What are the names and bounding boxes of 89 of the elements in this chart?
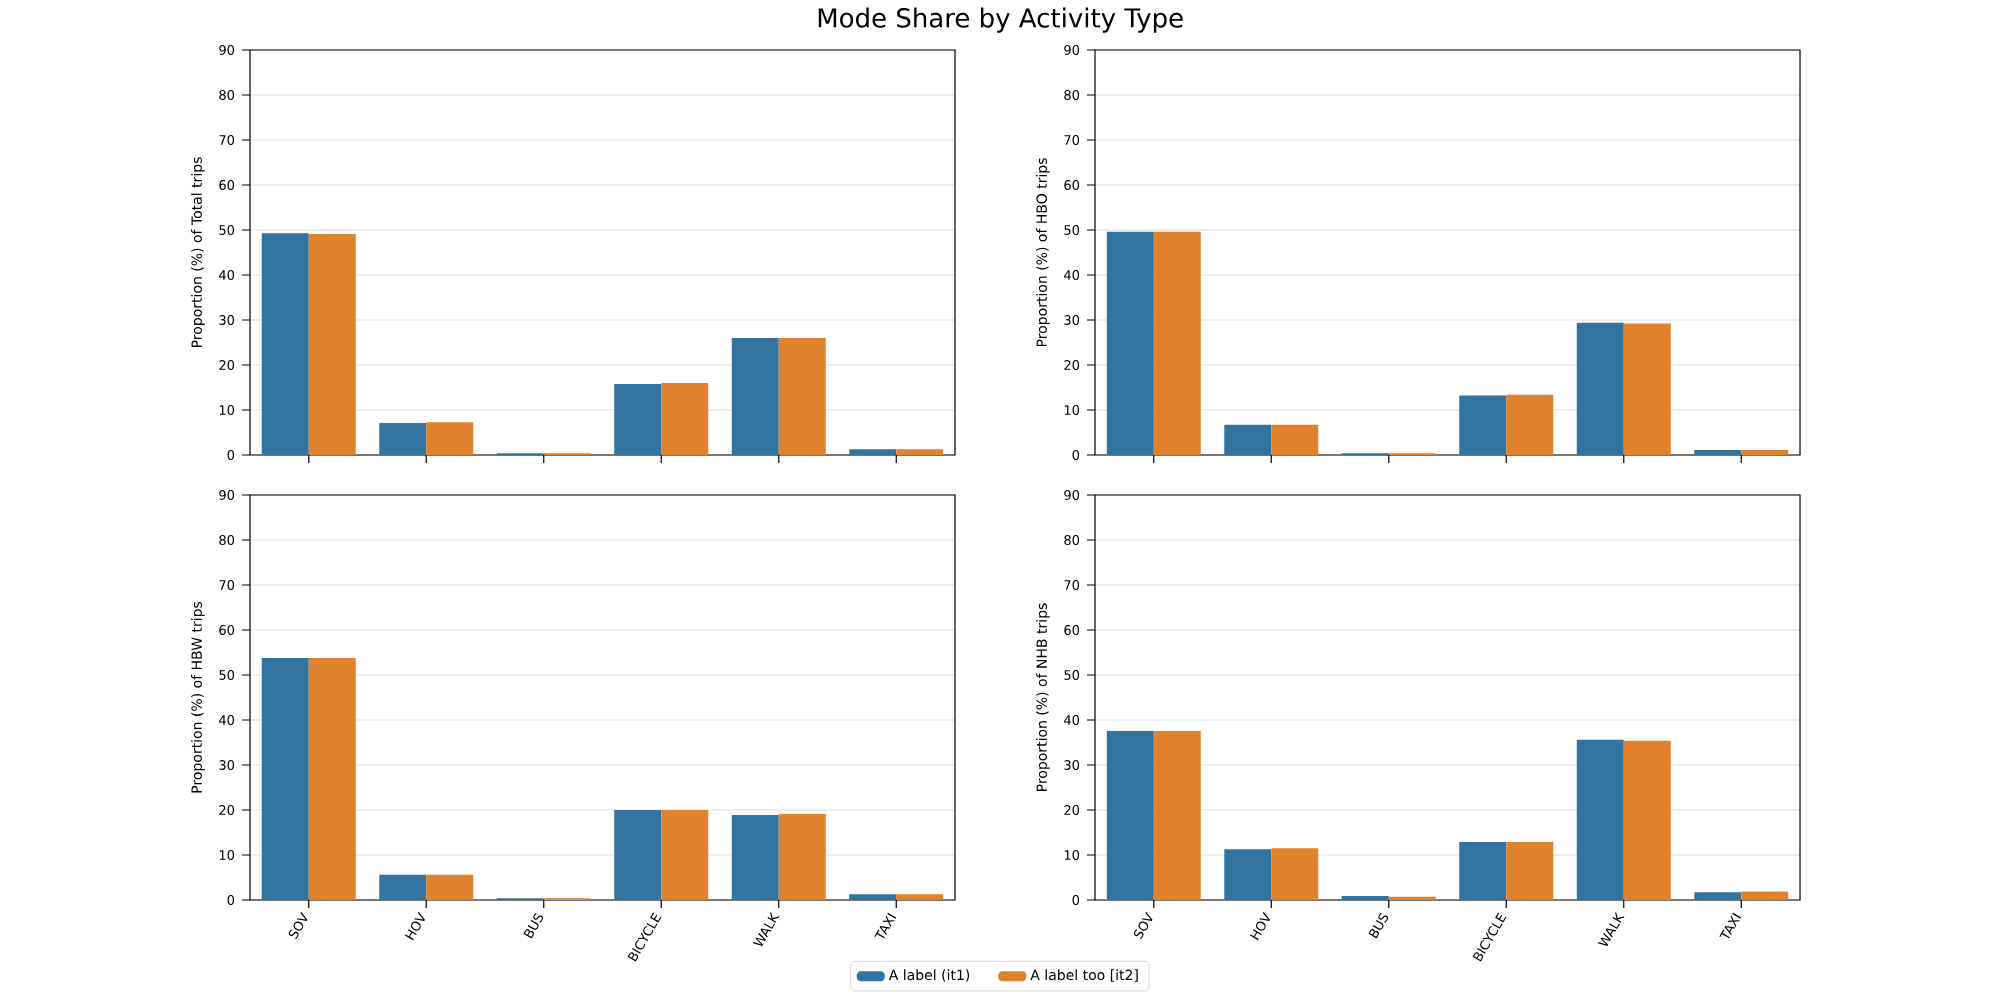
- bar: [1224, 424, 1272, 455]
- bar: [849, 449, 897, 455]
- bar: [731, 337, 779, 455]
- bar: [1459, 841, 1507, 900]
- bar: [261, 657, 309, 900]
- y-tick-label: 70: [1064, 580, 1080, 590]
- y-tick-label: 80: [1064, 90, 1080, 100]
- bar: [1741, 450, 1789, 455]
- bar: [426, 422, 474, 455]
- bar: [1153, 231, 1201, 455]
- y-tick-label: 40: [219, 715, 235, 725]
- bar: [308, 234, 356, 455]
- bar: [1623, 740, 1671, 900]
- y-tick-label: 10: [219, 850, 235, 860]
- y-tick-label: 90: [219, 45, 235, 55]
- bar: [1576, 739, 1624, 900]
- y-tick-label: 60: [1064, 625, 1080, 635]
- bar: [1106, 231, 1154, 455]
- y-tick-label: 80: [219, 535, 235, 545]
- bar: [849, 894, 897, 900]
- y-tick-label: 30: [1064, 315, 1080, 325]
- y-tick-label: 10: [1064, 405, 1080, 415]
- bar: [308, 657, 356, 900]
- y-tick-label: 70: [219, 135, 235, 145]
- bar: [731, 814, 779, 900]
- y-tick-label: 30: [219, 760, 235, 770]
- y-tick-label: 50: [1064, 225, 1080, 235]
- y-tick-label: 90: [1064, 490, 1080, 500]
- bar: [661, 382, 709, 455]
- legend-label: A label too [it2]: [1030, 969, 1138, 982]
- y-tick-label: 40: [219, 270, 235, 280]
- y-tick-label: 80: [219, 90, 235, 100]
- y-tick-label: 0: [227, 895, 235, 905]
- y-tick-label: 60: [219, 625, 235, 635]
- y-tick-label: 40: [1064, 270, 1080, 280]
- y-tick-label: 0: [227, 450, 235, 460]
- bar: [778, 337, 826, 455]
- y-tick-label: 50: [1064, 670, 1080, 680]
- y-tick-label: 0: [1072, 895, 1080, 905]
- y-tick-label: 70: [219, 580, 235, 590]
- y-tick-label: 90: [1064, 45, 1080, 55]
- bar: [1153, 730, 1201, 900]
- bar: [1623, 323, 1671, 455]
- bar: [1694, 892, 1742, 900]
- y-axis-title: Proportion (%) of HBW trips: [191, 601, 205, 793]
- y-axis-title: Proportion (%) of HBO trips: [1036, 158, 1050, 347]
- bar: [896, 894, 944, 900]
- bar: [1741, 891, 1789, 900]
- y-tick-label: 60: [219, 180, 235, 190]
- y-tick-label: 20: [1064, 360, 1080, 370]
- y-tick-label: 20: [219, 805, 235, 815]
- bar: [896, 449, 944, 455]
- bar: [1271, 848, 1319, 900]
- bar: [1506, 841, 1554, 900]
- y-tick-label: 50: [219, 225, 235, 235]
- bar: [614, 810, 662, 900]
- y-tick-label: 10: [219, 405, 235, 415]
- bar: [1224, 849, 1272, 900]
- y-tick-label: 20: [219, 360, 235, 370]
- y-tick-label: 10: [1064, 850, 1080, 860]
- y-tick-label: 70: [1064, 135, 1080, 145]
- y-tick-label: 80: [1064, 535, 1080, 545]
- y-tick-label: 20: [1064, 805, 1080, 815]
- bar: [1506, 394, 1554, 455]
- bar: [1106, 730, 1154, 900]
- y-tick-label: 30: [1064, 760, 1080, 770]
- y-tick-label: 90: [219, 490, 235, 500]
- bar: [1271, 424, 1319, 455]
- bar: [426, 874, 474, 900]
- y-tick-label: 60: [1064, 180, 1080, 190]
- y-axis-title: Proportion (%) of Total trips: [191, 157, 205, 347]
- bar: [379, 423, 427, 455]
- bar: [1459, 395, 1507, 455]
- bar: [614, 383, 662, 455]
- bar: [1341, 895, 1389, 900]
- bar: [1694, 450, 1742, 455]
- y-tick-label: 40: [1064, 715, 1080, 725]
- bar: [1388, 896, 1436, 900]
- bar: [379, 874, 427, 900]
- chart-title: Mode Share by Activity Type: [818, 7, 1183, 33]
- bar: [261, 233, 309, 455]
- y-tick-label: 50: [219, 670, 235, 680]
- bar: [1576, 322, 1624, 455]
- legend-label: A label (it1): [888, 969, 970, 982]
- y-tick-label: 30: [219, 315, 235, 325]
- bar: [661, 810, 709, 900]
- y-axis-title: Proportion (%) of NHB trips: [1036, 603, 1050, 791]
- y-tick-label: 0: [1072, 450, 1080, 460]
- bar: [778, 814, 826, 900]
